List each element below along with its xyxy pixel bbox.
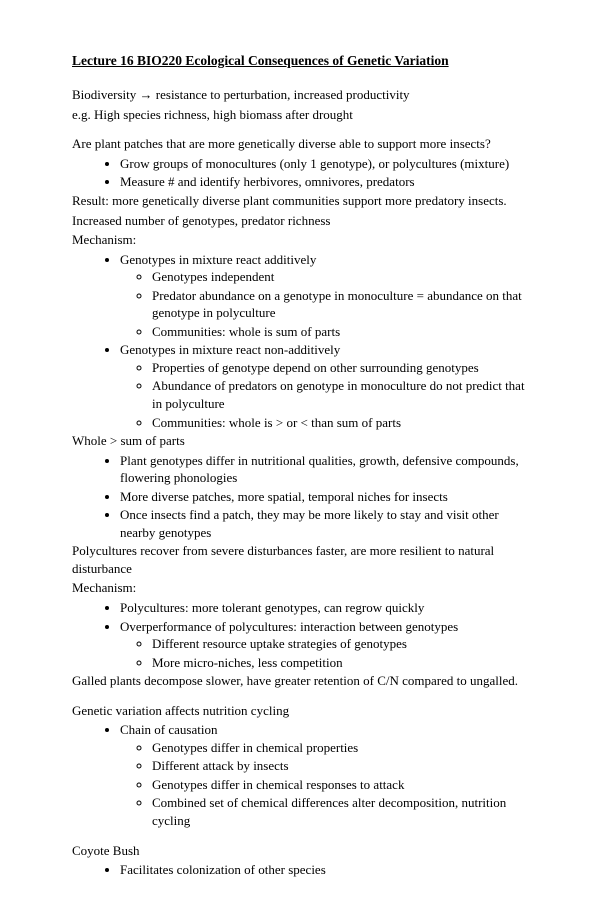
result-line-2: Increased number of genotypes, predator …: [72, 212, 535, 230]
whole-label: Whole > sum of parts: [72, 432, 535, 450]
whole-bullets: Plant genotypes differ in nutritional qu…: [72, 452, 535, 542]
list-item: Predator abundance on a genotype in mono…: [152, 287, 535, 322]
list-item: Overperformance of polycultures: interac…: [120, 618, 535, 672]
list-item: Once insects find a patch, they may be m…: [120, 506, 535, 541]
arrow-icon: →: [140, 87, 153, 102]
intro-line-1: Biodiversity → resistance to perturbatio…: [72, 86, 535, 104]
list-item: Genotypes in mixture react additively Ge…: [120, 251, 535, 341]
list-item: Genotypes differ in chemical properties: [152, 739, 535, 757]
list-item: Properties of genotype depend on other s…: [152, 359, 535, 377]
list-item: Communities: whole is > or < than sum of…: [152, 414, 535, 432]
intro-pre: Biodiversity: [72, 87, 140, 102]
list-item: Abundance of predators on genotype in mo…: [152, 377, 535, 412]
page-title: Lecture 16 BIO220 Ecological Consequence…: [72, 52, 535, 70]
list-item: Genotypes in mixture react non-additivel…: [120, 341, 535, 431]
mechanism-list: Genotypes in mixture react additively Ge…: [72, 251, 535, 431]
list-item: Measure # and identify herbivores, omniv…: [120, 173, 535, 191]
list-item: Communities: whole is sum of parts: [152, 323, 535, 341]
list-item: More micro-niches, less competition: [152, 654, 535, 672]
mechanism-label-2: Mechanism:: [72, 579, 535, 597]
sub-list: Genotypes differ in chemical properties …: [120, 739, 535, 830]
list-item: Plant genotypes differ in nutritional qu…: [120, 452, 535, 487]
mech-nonadditive: Genotypes in mixture react non-additivel…: [120, 342, 340, 357]
list-item: Different attack by insects: [152, 757, 535, 775]
list-item: Genotypes independent: [152, 268, 535, 286]
gv-heading: Genetic variation affects nutrition cycl…: [72, 702, 535, 720]
coyote-heading: Coyote Bush: [72, 842, 535, 860]
list-item: Chain of causation Genotypes differ in c…: [120, 721, 535, 829]
sub-list: Properties of genotype depend on other s…: [120, 359, 535, 431]
poly-recover: Polycultures recover from severe disturb…: [72, 542, 535, 577]
question-1-bullets: Grow groups of monocultures (only 1 geno…: [72, 155, 535, 191]
coyote-bullets: Facilitates colonization of other specie…: [72, 861, 535, 879]
mech-additive: Genotypes in mixture react additively: [120, 252, 316, 267]
chain-top: Chain of causation: [120, 722, 217, 737]
list-item: Combined set of chemical differences alt…: [152, 794, 535, 829]
galled-line: Galled plants decompose slower, have gre…: [72, 672, 535, 690]
question-1: Are plant patches that are more genetica…: [72, 135, 535, 153]
intro-line-2: e.g. High species richness, high biomass…: [72, 106, 535, 124]
list-item: Grow groups of monocultures (only 1 geno…: [120, 155, 535, 173]
list-item: Facilitates colonization of other specie…: [120, 861, 535, 879]
mechanism-label: Mechanism:: [72, 231, 535, 249]
list-item: Polycultures: more tolerant genotypes, c…: [120, 599, 535, 617]
poly-mech-list: Polycultures: more tolerant genotypes, c…: [72, 599, 535, 671]
sub-list: Genotypes independent Predator abundance…: [120, 268, 535, 340]
intro-post: resistance to perturbation, increased pr…: [153, 87, 410, 102]
list-item: More diverse patches, more spatial, temp…: [120, 488, 535, 506]
poly-overperf: Overperformance of polycultures: interac…: [120, 619, 458, 634]
sub-list: Different resource uptake strategies of …: [120, 635, 535, 671]
result-line-1: Result: more genetically diverse plant c…: [72, 192, 535, 210]
chain-list: Chain of causation Genotypes differ in c…: [72, 721, 535, 829]
list-item: Genotypes differ in chemical responses t…: [152, 776, 535, 794]
list-item: Different resource uptake strategies of …: [152, 635, 535, 653]
